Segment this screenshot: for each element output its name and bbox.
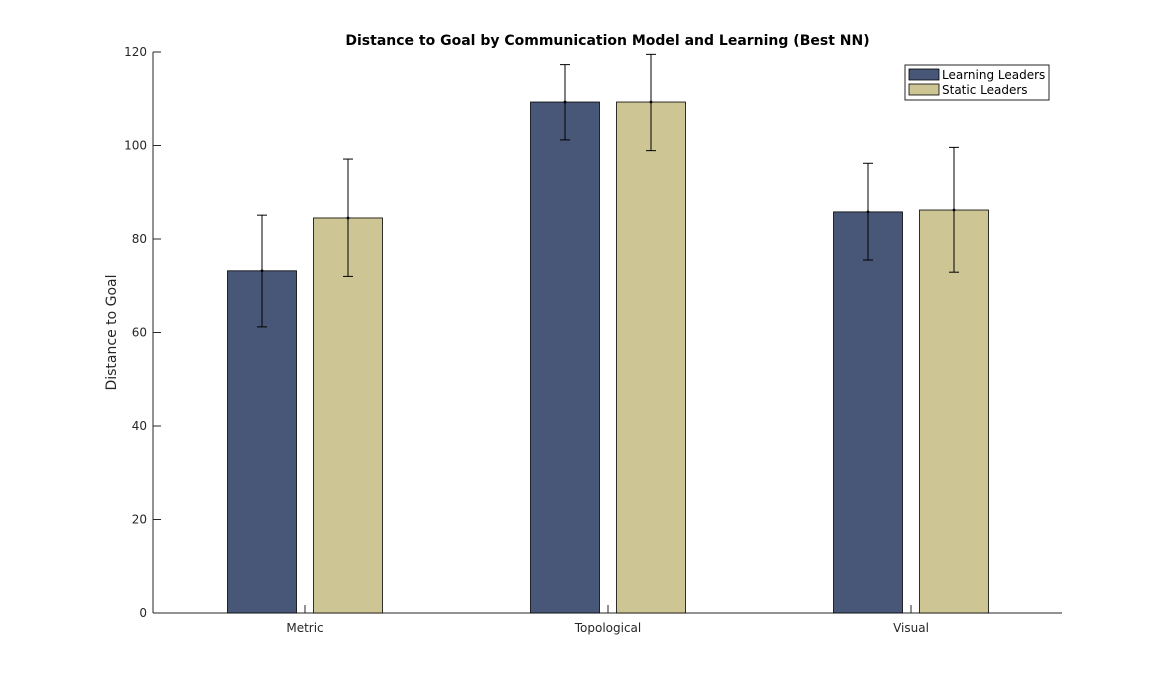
bar xyxy=(833,211,903,614)
y-tick-label: 0 xyxy=(139,606,147,620)
bar xyxy=(227,270,297,614)
legend-swatch xyxy=(908,68,940,81)
plot-area: 0 20 40 60 80 100 120 Metric Topological Visual xyxy=(124,45,1062,635)
legend-label: Learning Leaders xyxy=(942,68,1045,82)
y-axis-title: Distance to Goal xyxy=(104,274,120,390)
y-tick-label: 100 xyxy=(124,139,147,153)
mean-point xyxy=(952,208,956,212)
x-tick-label: Topological xyxy=(574,621,642,635)
x-tick-label: Metric xyxy=(286,621,323,635)
chart-title: Distance to Goal by Communication Model … xyxy=(345,33,869,49)
bar xyxy=(616,101,686,614)
bar xyxy=(530,101,600,614)
legend-swatch xyxy=(908,83,940,96)
bar xyxy=(313,217,383,614)
mean-point xyxy=(260,269,264,273)
mean-point xyxy=(563,100,567,104)
bar xyxy=(919,209,989,614)
mean-point xyxy=(866,210,870,214)
mean-point xyxy=(346,216,350,220)
y-tick-label: 20 xyxy=(132,513,147,527)
y-tick-label: 60 xyxy=(132,326,147,340)
y-tick-label: 40 xyxy=(132,419,147,433)
y-tick-label: 120 xyxy=(124,45,147,59)
y-tick-label: 80 xyxy=(132,232,147,246)
mean-point xyxy=(649,100,653,104)
legend-label: Static Leaders xyxy=(942,83,1028,97)
x-tick-label: Visual xyxy=(893,621,929,635)
